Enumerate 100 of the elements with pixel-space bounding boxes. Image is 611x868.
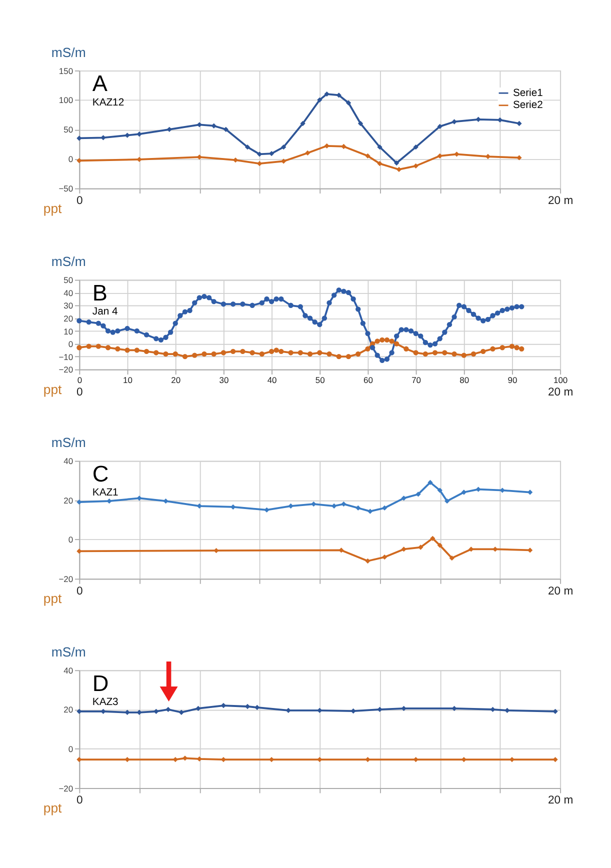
point	[317, 97, 322, 103]
point	[452, 119, 457, 124]
y-tick-label: 150	[58, 66, 74, 76]
x-tick-label: 60	[363, 375, 374, 386]
point	[163, 351, 168, 357]
point	[326, 351, 332, 357]
point	[413, 350, 418, 356]
point	[307, 351, 313, 357]
x-tick-label: 90	[508, 375, 518, 386]
point	[346, 100, 352, 106]
point	[240, 348, 246, 354]
point	[178, 710, 184, 715]
point	[136, 132, 142, 137]
y-axis-title: mS/m	[51, 254, 86, 270]
point	[341, 144, 346, 150]
point	[437, 488, 442, 493]
point	[413, 756, 418, 762]
point	[382, 554, 388, 560]
x-tick-label: 70	[412, 375, 422, 386]
point	[124, 132, 130, 138]
point	[202, 351, 207, 357]
x-tick-label: 10	[123, 375, 133, 386]
point	[154, 350, 159, 356]
y-tick-label: −10	[58, 352, 74, 362]
y-tick-label: 20	[64, 495, 74, 506]
point	[182, 354, 188, 360]
point	[274, 348, 279, 353]
y-tick-label: 40	[64, 288, 74, 298]
point	[317, 756, 322, 762]
point	[368, 508, 373, 514]
point	[519, 346, 524, 352]
point	[211, 351, 216, 357]
point	[358, 120, 364, 126]
point	[377, 144, 382, 150]
point	[377, 706, 382, 712]
point	[346, 354, 352, 360]
point	[305, 150, 310, 156]
x-tick-label: 40	[267, 375, 278, 386]
point	[250, 350, 255, 356]
point	[490, 706, 496, 712]
point	[449, 555, 454, 561]
point	[300, 120, 306, 126]
x-tick-label: 50	[315, 375, 326, 386]
y-tick-label: 50	[64, 275, 74, 286]
text: ppt	[43, 382, 62, 397]
point	[154, 708, 159, 714]
point	[437, 124, 442, 130]
point	[134, 348, 140, 353]
point	[514, 345, 520, 350]
point	[356, 505, 361, 511]
point	[223, 126, 228, 132]
point	[341, 501, 346, 507]
point	[298, 350, 303, 356]
point	[552, 756, 558, 762]
point	[377, 161, 382, 166]
y-tick-label: 100	[58, 95, 74, 106]
point	[144, 348, 150, 354]
y-tick-label: 0	[68, 154, 74, 164]
legend-label: Serie1	[512, 88, 544, 99]
y-tick-label: 50	[64, 124, 74, 135]
x2-tick-label: 20 m	[548, 386, 574, 398]
point	[418, 544, 424, 550]
point	[76, 756, 82, 762]
y-tick-label: −50	[58, 184, 74, 194]
point	[192, 352, 198, 358]
point	[365, 153, 370, 158]
point	[432, 350, 438, 356]
point	[76, 500, 82, 505]
point	[401, 706, 406, 712]
point	[380, 337, 385, 343]
point	[86, 344, 92, 349]
annotation: A	[92, 71, 108, 96]
x-tick-label: 30	[219, 375, 229, 386]
annotation: KAZ12	[92, 97, 124, 108]
point	[461, 490, 466, 495]
x-tick-label: 0	[77, 375, 82, 386]
y-tick-label: 40	[64, 665, 74, 676]
y-tick-label: 0	[68, 534, 74, 545]
point	[106, 498, 112, 504]
point	[437, 153, 442, 158]
point	[442, 350, 448, 356]
point	[401, 546, 406, 552]
y-tick-label: −20	[58, 574, 74, 584]
point	[480, 348, 486, 354]
point	[324, 143, 330, 148]
text: ppt	[43, 200, 62, 216]
point	[476, 116, 481, 122]
point	[105, 345, 111, 350]
point	[476, 486, 481, 492]
x2-tick-label: 0	[76, 386, 83, 398]
point	[288, 503, 294, 509]
point	[264, 507, 270, 513]
point	[259, 351, 265, 357]
point	[324, 91, 330, 97]
y-tick-label: 20	[64, 704, 74, 715]
point	[552, 708, 558, 714]
point	[100, 708, 106, 714]
point	[454, 152, 460, 157]
point	[413, 163, 418, 169]
point	[244, 144, 250, 150]
